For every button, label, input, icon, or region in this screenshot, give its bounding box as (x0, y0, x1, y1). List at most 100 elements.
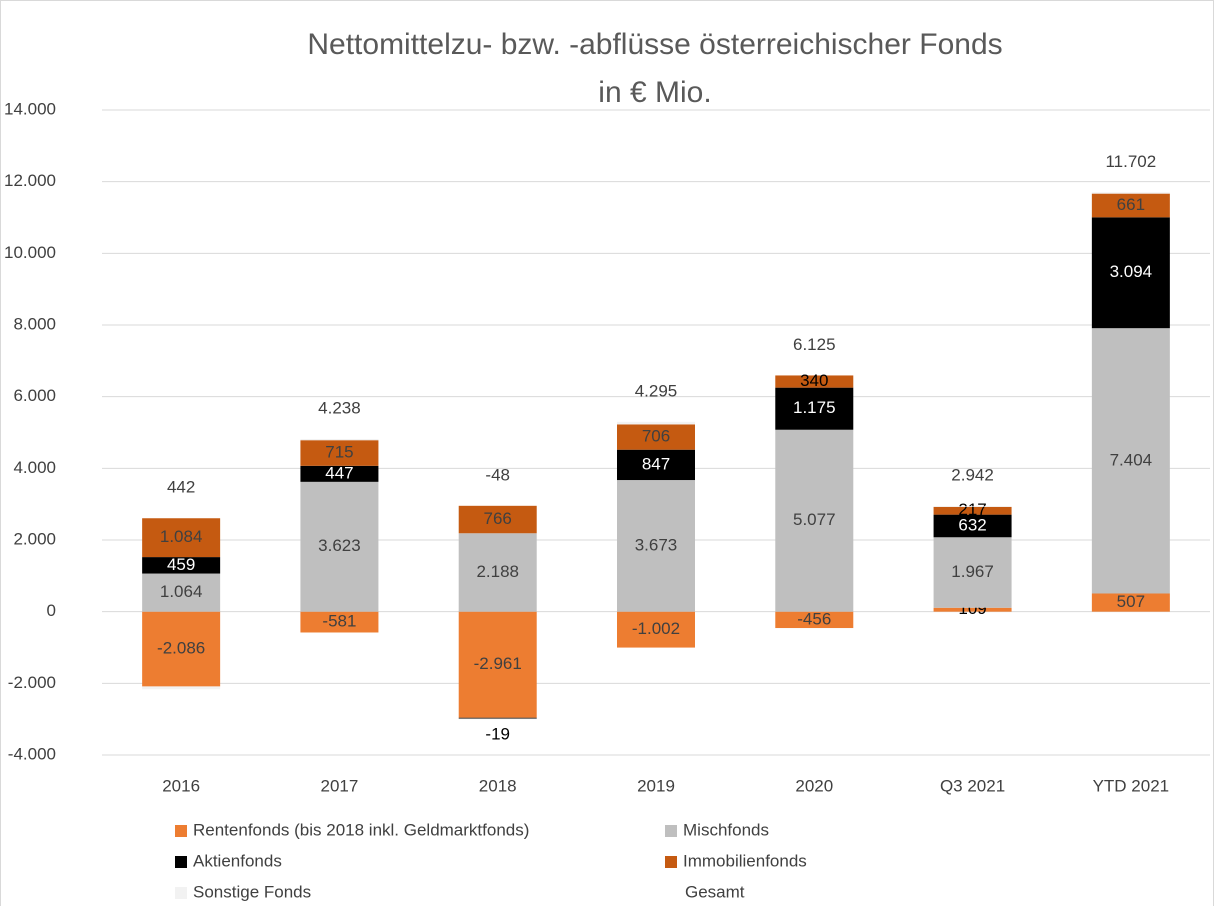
total-label: 4.295 (635, 381, 678, 400)
total-label: 4.238 (318, 398, 361, 417)
y-tick-label: 12.000 (4, 171, 56, 190)
data-label: 1.084 (160, 527, 203, 546)
legend-label: Gesamt (685, 882, 745, 901)
bar-segment (775, 375, 854, 388)
data-label: 217 (958, 500, 986, 519)
x-tick-label: Q3 2021 (940, 776, 1005, 795)
bar-segment (933, 506, 1012, 507)
total-label: 2.942 (951, 466, 994, 485)
data-label: 715 (325, 442, 353, 461)
data-label: -19 (485, 725, 510, 744)
total-label: 442 (167, 478, 195, 497)
data-label: 5.077 (793, 510, 836, 529)
data-label: 3.623 (318, 536, 361, 555)
bar-segment (300, 481, 379, 612)
x-tick-label: 2020 (795, 776, 833, 795)
x-tick-label: 2019 (637, 776, 675, 795)
bar-segment (300, 611, 379, 633)
legend-label: Mischfonds (683, 820, 769, 839)
bar-segment (300, 438, 379, 441)
data-label: 766 (484, 509, 512, 528)
y-tick-label: -4.000 (8, 744, 56, 763)
y-tick-label: 14.000 (4, 99, 56, 118)
data-label: -2.961 (474, 654, 522, 673)
legend-swatch (665, 825, 677, 837)
bar-segment (142, 686, 221, 690)
total-label: 11.702 (1105, 152, 1156, 171)
data-label: 7.404 (1110, 450, 1153, 469)
legend-swatch (175, 887, 187, 899)
bar-segment (300, 440, 379, 466)
total-label: 6.125 (793, 335, 836, 354)
data-label: 1.175 (793, 398, 836, 417)
bar-segment (775, 387, 854, 430)
legend-swatch (665, 856, 677, 868)
data-label: 661 (1117, 195, 1145, 214)
x-tick-label: 2018 (479, 776, 517, 795)
bar-segment (933, 607, 1012, 612)
bar-segment (1091, 593, 1170, 612)
y-tick-label: 2.000 (13, 529, 56, 548)
data-label: 3.673 (635, 535, 678, 554)
legend-label: Rentenfonds (bis 2018 inkl. Geldmarktfon… (193, 820, 529, 839)
bar-segment (933, 537, 1012, 608)
y-tick-label: 4.000 (13, 458, 56, 477)
data-label: 340 (800, 371, 828, 390)
data-label: 507 (1117, 592, 1145, 611)
x-tick-label: 2016 (162, 776, 200, 795)
legend-label: Sonstige Fonds (193, 882, 311, 901)
bar-segment (458, 718, 537, 720)
data-label: 447 (325, 463, 353, 482)
bar-segment (142, 611, 221, 687)
y-tick-label: 10.000 (4, 243, 56, 262)
data-label: -581 (322, 612, 356, 631)
legend-label: Aktienfonds (193, 851, 282, 870)
bar-segment (1091, 217, 1170, 329)
bar-segment (1091, 328, 1170, 594)
data-label: -1.002 (632, 619, 680, 638)
data-label: -2.086 (157, 639, 205, 658)
y-tick-label: 0 (47, 601, 56, 620)
data-label: 1.967 (951, 562, 994, 581)
bar-segment (775, 429, 854, 612)
data-label: 847 (642, 454, 670, 473)
legend-swatch (175, 825, 187, 837)
bar-segment (458, 533, 537, 612)
data-label: 459 (167, 555, 195, 574)
data-label: -456 (797, 609, 831, 628)
bar-segment (617, 421, 695, 425)
bar-segment (617, 424, 695, 450)
legend-label: Immobilienfonds (683, 851, 807, 870)
total-label: -48 (485, 465, 510, 484)
bar-segment (458, 717, 537, 719)
chart-title: Nettomittelzu- bzw. -abflüsse österreich… (307, 28, 1002, 61)
legend-swatch (175, 856, 187, 868)
bar-segment (775, 611, 854, 629)
data-label: 1.064 (160, 582, 203, 601)
bar-segment (617, 449, 695, 481)
y-tick-label: 8.000 (13, 314, 56, 333)
data-label: 632 (958, 515, 986, 534)
x-tick-label: YTD 2021 (1093, 776, 1170, 795)
data-label: 2.188 (476, 562, 519, 581)
bar-segment (617, 611, 695, 648)
x-tick-label: 2017 (321, 776, 359, 795)
data-label: 706 (642, 427, 670, 446)
bar-segment (933, 506, 1012, 515)
bar-segment (300, 465, 379, 482)
bar-segment (142, 573, 221, 612)
bar-segment (1091, 192, 1170, 194)
bar-segment (458, 611, 537, 718)
bar-segment (142, 518, 221, 558)
bar-segment (933, 514, 1012, 538)
y-tick-label: -2.000 (8, 673, 56, 692)
bar-segment (458, 505, 537, 534)
y-tick-label: 6.000 (13, 386, 56, 405)
bar-segment (617, 480, 695, 612)
chart-title: in € Mio. (598, 76, 711, 109)
data-label: 3.094 (1110, 262, 1153, 281)
bar-segment (1091, 193, 1170, 218)
bar-segment (142, 557, 221, 574)
